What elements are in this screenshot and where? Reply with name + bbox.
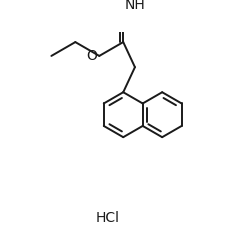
Text: O: O	[86, 49, 97, 63]
Text: NH: NH	[125, 0, 146, 12]
Text: HCl: HCl	[96, 212, 120, 225]
